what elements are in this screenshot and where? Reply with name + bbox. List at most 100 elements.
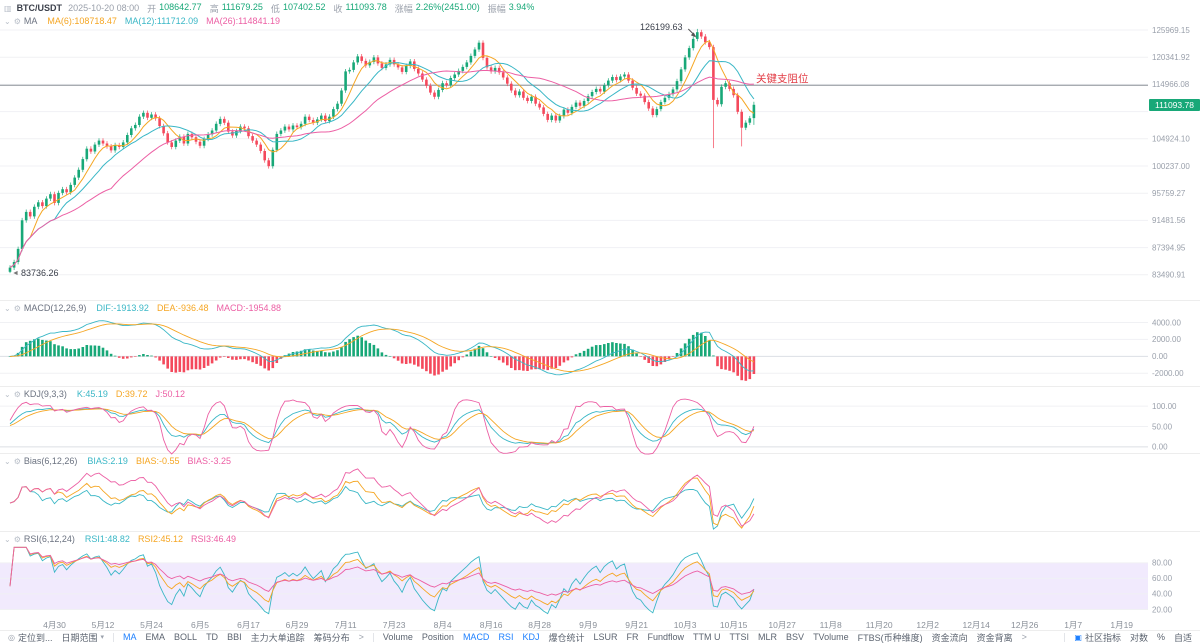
settings-icon[interactable]: ⚙ xyxy=(13,389,21,399)
panel-header-bias: ⌄ ⚙ Bias(6,12,26) BIAS:2.19 BIAS:-0.55 BIAS:-… xyxy=(4,455,231,467)
log-scale-button[interactable]: 对数 xyxy=(1129,632,1148,643)
rsi-panel[interactable] xyxy=(9,546,755,615)
sub-indicator-button[interactable]: TTSI xyxy=(729,632,750,642)
indicator-value: DEA:-936.48 xyxy=(156,303,209,313)
auto-fit-button[interactable]: 自适 xyxy=(1173,632,1192,643)
overlay-indicator-button[interactable]: 筹码分布 xyxy=(313,632,350,643)
overlay-indicator-button[interactable]: BBI xyxy=(227,632,242,642)
sub-indicator-button[interactable]: MLR xyxy=(758,632,778,642)
indicator-value: BIAS:2.19 xyxy=(87,456,128,466)
date-axis-label: 12月2 xyxy=(916,620,940,630)
ma-value: MA(6):108718.47 xyxy=(47,16,117,26)
sub-indicator-button[interactable]: KDJ xyxy=(522,632,540,642)
indicator-value: RSI2:45.12 xyxy=(137,534,183,544)
sub-indicator-button[interactable]: Fundflow xyxy=(647,632,685,642)
collapse-icon[interactable]: ⌄ xyxy=(4,534,11,544)
indicator-value: BIAS:-0.55 xyxy=(135,456,180,466)
toolbar-right: ▣ 社区指标 对数% 自适 xyxy=(1064,631,1192,643)
sub-indicator-button[interactable]: LSUR xyxy=(593,632,618,642)
panel-title: Bias(6,12,26) xyxy=(23,456,78,466)
indicator-axis-label: 60.00 xyxy=(1152,574,1173,583)
community-indicators-button[interactable]: ▣ 社区指标 xyxy=(1074,631,1121,643)
collapse-icon[interactable]: ⌄ xyxy=(4,16,11,26)
sub-indicator-button[interactable]: 爆仓统计 xyxy=(548,632,585,643)
ma-legend-values: MA(6):108718.47 MA(12):111712.09 MA(26):11… xyxy=(39,16,280,26)
settings-icon[interactable]: ⚙ xyxy=(13,534,21,544)
collapse-icon[interactable]: ⌄ xyxy=(4,456,11,466)
sub-indicator-button[interactable]: Position xyxy=(421,632,454,642)
field-value: 111093.78 xyxy=(345,1,387,12)
sub-indicator-button[interactable]: TTM U xyxy=(693,632,721,642)
indicator-value: K:45.19 xyxy=(76,389,108,399)
date-axis-label: 9月9 xyxy=(579,620,598,630)
date-axis-label: 1月19 xyxy=(1110,620,1134,630)
sub-indicator-button[interactable]: FTBS(币种维度) xyxy=(857,632,923,643)
indicator-value: DIF:-1913.92 xyxy=(96,303,149,313)
sub-indicator-button[interactable]: Volume xyxy=(382,632,413,642)
overlay-indicator-button[interactable]: 主力大单追踪 xyxy=(250,632,305,643)
panel-title: MACD(12,26,9) xyxy=(23,303,87,313)
overlay-indicator-button[interactable]: EMA xyxy=(145,632,166,642)
ma-legend-title: MA xyxy=(23,16,38,26)
ohlc-field: 高 111679.25 xyxy=(210,2,263,15)
ma-legend-bar: ⌄ ⚙ MA MA(6):108718.47 MA(12):111712.09 MA… xyxy=(4,15,280,27)
date-axis-label: 7月11 xyxy=(334,620,357,630)
divider xyxy=(372,632,374,642)
more-indicators-button[interactable]: > xyxy=(358,632,364,642)
candlesticks[interactable] xyxy=(8,28,756,274)
arrow-left-icon: ◄ xyxy=(12,269,19,277)
date-axis-label: 8月28 xyxy=(528,620,551,630)
crosshair-icon: ◎ xyxy=(8,632,15,642)
indicator-axis-label: -2000.00 xyxy=(1152,369,1184,378)
price-axis-label: 83490.91 xyxy=(1152,271,1186,280)
indicator-value: RSI3:46.49 xyxy=(190,534,236,544)
datetime-label: 2025-10-20 08:00 xyxy=(68,3,140,13)
macd-panel[interactable] xyxy=(8,320,756,381)
sub-indicator-button[interactable]: BSV xyxy=(786,632,805,642)
bias-panel[interactable] xyxy=(9,468,755,530)
ma-value: MA(12):111712.09 xyxy=(124,16,199,26)
collapse-icon[interactable]: ⌄ xyxy=(4,389,11,399)
date-range-button[interactable]: 日期范围 ▾ xyxy=(62,631,105,643)
sub-indicator-button[interactable]: TVolume xyxy=(813,632,849,642)
panel-title: RSI(6,12,24) xyxy=(23,534,75,544)
field-key: 开 xyxy=(147,3,157,14)
collapse-icon[interactable]: ⌄ xyxy=(4,303,11,313)
overlay-indicator-button[interactable]: BOLL xyxy=(174,632,198,642)
date-axis-label: 1月7 xyxy=(1064,620,1083,630)
settings-icon[interactable]: ⚙ xyxy=(13,456,21,466)
settings-icon[interactable]: ⚙ xyxy=(13,303,21,313)
sub-indicator-button[interactable]: MACD xyxy=(462,632,490,642)
date-axis-label: 6月17 xyxy=(237,620,260,630)
field-value: 2.26%(2451.00) xyxy=(415,1,480,12)
locate-button[interactable]: ◎ 定位到... xyxy=(8,631,53,643)
kdj-panel[interactable] xyxy=(9,398,755,455)
price-axis-label: 104924.10 xyxy=(1152,135,1190,144)
overlay-indicator-button[interactable]: MA xyxy=(123,632,137,642)
ohlc-field: 涨幅 2.26%(2451.00) xyxy=(395,2,480,15)
ohlc-field: 开 108642.77 xyxy=(147,2,202,15)
rsi-band xyxy=(0,562,1148,610)
percent-scale-button[interactable]: % xyxy=(1156,632,1165,642)
sub-indicator-button[interactable]: RSI xyxy=(498,632,514,642)
key-level-label[interactable]: 关键支阻位 xyxy=(756,73,809,85)
indicator-axis-label: 80.00 xyxy=(1152,559,1173,568)
field-key: 高 xyxy=(209,3,219,14)
indicator-axis-label: 4000.00 xyxy=(1152,318,1181,327)
ohlc-field: 收 111093.78 xyxy=(333,2,386,15)
sub-indicator-button[interactable]: 资金流向 xyxy=(931,632,968,643)
ohlc-info-bar: ▥ BTC/USDT 2025-10-20 08:00 开 108642.77 高 1… xyxy=(4,2,534,14)
sub-indicator-button[interactable]: FR xyxy=(626,632,639,642)
more-indicators-button[interactable]: > xyxy=(1021,632,1027,642)
sub-indicator-button[interactable]: 资金背离 xyxy=(976,632,1013,643)
date-axis-label: 12月26 xyxy=(1010,620,1039,630)
instrument-icon: ▥ xyxy=(4,3,12,13)
settings-icon[interactable]: ⚙ xyxy=(13,16,21,26)
overlay-indicator-button[interactable]: TD xyxy=(206,632,219,642)
date-axis-label: 10月3 xyxy=(673,620,697,630)
indicator-axis-label: 0.00 xyxy=(1152,352,1168,361)
field-key: 低 xyxy=(270,3,280,14)
indicator-axis-label: 0.00 xyxy=(1152,443,1168,452)
